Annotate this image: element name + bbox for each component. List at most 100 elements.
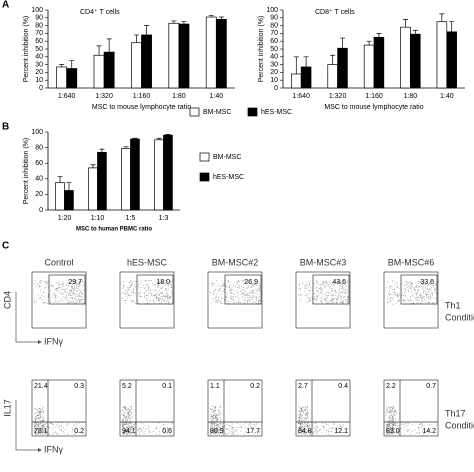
- event-dot: [302, 429, 304, 430]
- y-tick-label: 60: [270, 38, 278, 45]
- event-dot: [212, 423, 213, 425]
- event-dot: [38, 285, 39, 287]
- event-dot: [304, 426, 306, 427]
- event-dot: [38, 294, 39, 296]
- event-dot: [244, 280, 246, 282]
- event-dot: [307, 301, 309, 303]
- event-dot: [238, 300, 240, 302]
- event-dot: [212, 429, 214, 430]
- x-axis-label: IFNγ: [44, 444, 63, 454]
- event-dot: [409, 288, 411, 289]
- event-dot: [170, 286, 172, 288]
- legend-label: hES-MSC: [213, 174, 244, 181]
- event-dot: [387, 424, 388, 426]
- event-dot: [130, 285, 132, 287]
- bar: [163, 134, 173, 211]
- event-dot: [214, 410, 216, 411]
- event-dot: [72, 290, 74, 291]
- event-dot: [299, 429, 301, 431]
- event-dot: [408, 290, 409, 292]
- event-dot: [231, 297, 233, 298]
- event-dot: [391, 424, 393, 426]
- event-dot: [435, 293, 437, 295]
- event-dot: [242, 289, 243, 291]
- event-dot: [337, 295, 339, 296]
- event-dot: [228, 297, 230, 299]
- event-dot: [129, 289, 130, 291]
- event-dot: [300, 289, 301, 291]
- event-dot: [435, 284, 437, 286]
- event-dot: [76, 287, 78, 289]
- event-dot: [257, 300, 259, 302]
- event-dot: [126, 298, 128, 299]
- event-dot: [330, 290, 332, 292]
- event-dot: [38, 298, 40, 300]
- event-dot: [401, 424, 403, 426]
- event-dot: [226, 301, 228, 302]
- event-dot: [36, 409, 38, 410]
- legend-label: hES-MSC: [261, 109, 292, 116]
- event-dot: [212, 410, 214, 412]
- event-dot: [390, 412, 392, 414]
- event-dot: [389, 432, 390, 434]
- event-dot: [421, 283, 423, 285]
- event-dot: [82, 280, 84, 282]
- event-dot: [344, 292, 345, 294]
- event-dot: [133, 423, 135, 425]
- event-dot: [216, 424, 217, 426]
- event-dot: [47, 283, 49, 284]
- event-dot: [34, 421, 35, 422]
- error-bar: [132, 137, 138, 140]
- event-dot: [327, 431, 329, 433]
- event-dot: [416, 302, 418, 304]
- event-dot: [125, 296, 127, 297]
- event-dot: [122, 292, 124, 294]
- event-dot: [215, 429, 216, 431]
- event-dot: [391, 411, 392, 412]
- event-dot: [76, 294, 78, 295]
- event-dot: [388, 427, 390, 429]
- event-dot: [340, 283, 342, 284]
- event-dot: [319, 429, 320, 430]
- event-dot: [331, 302, 333, 304]
- error-bar: [449, 21, 455, 32]
- event-dot: [35, 419, 36, 420]
- event-dot: [330, 431, 332, 433]
- event-dot: [69, 292, 71, 294]
- event-dot: [428, 423, 430, 425]
- event-dot: [258, 303, 260, 304]
- event-dot: [154, 289, 156, 291]
- event-dot: [139, 292, 141, 293]
- event-dot: [230, 296, 231, 298]
- event-dot: [216, 302, 218, 303]
- event-dot: [221, 297, 223, 299]
- event-dot: [304, 421, 306, 422]
- event-dot: [210, 291, 211, 293]
- event-dot: [78, 298, 80, 300]
- event-dot: [70, 302, 71, 303]
- event-dot: [393, 425, 395, 427]
- event-dot: [307, 412, 309, 414]
- event-dot: [309, 284, 310, 285]
- event-dot: [37, 426, 39, 428]
- y-tick-label: 100: [266, 7, 278, 14]
- event-dot: [123, 414, 125, 416]
- y-tick-label: 30: [35, 61, 43, 68]
- event-dot: [250, 426, 252, 428]
- event-dot: [413, 287, 415, 289]
- event-dot: [44, 433, 46, 435]
- event-dot: [257, 296, 259, 298]
- event-dot: [170, 280, 171, 282]
- event-dot: [40, 433, 42, 435]
- event-dot: [325, 433, 327, 435]
- event-dot: [80, 296, 82, 298]
- event-dot: [130, 432, 132, 433]
- event-dot: [214, 423, 216, 424]
- event-dot: [237, 427, 238, 428]
- event-dot: [140, 289, 142, 291]
- event-dot: [301, 426, 303, 427]
- event-dot: [331, 301, 333, 302]
- event-dot: [305, 432, 306, 433]
- event-dot: [65, 291, 66, 293]
